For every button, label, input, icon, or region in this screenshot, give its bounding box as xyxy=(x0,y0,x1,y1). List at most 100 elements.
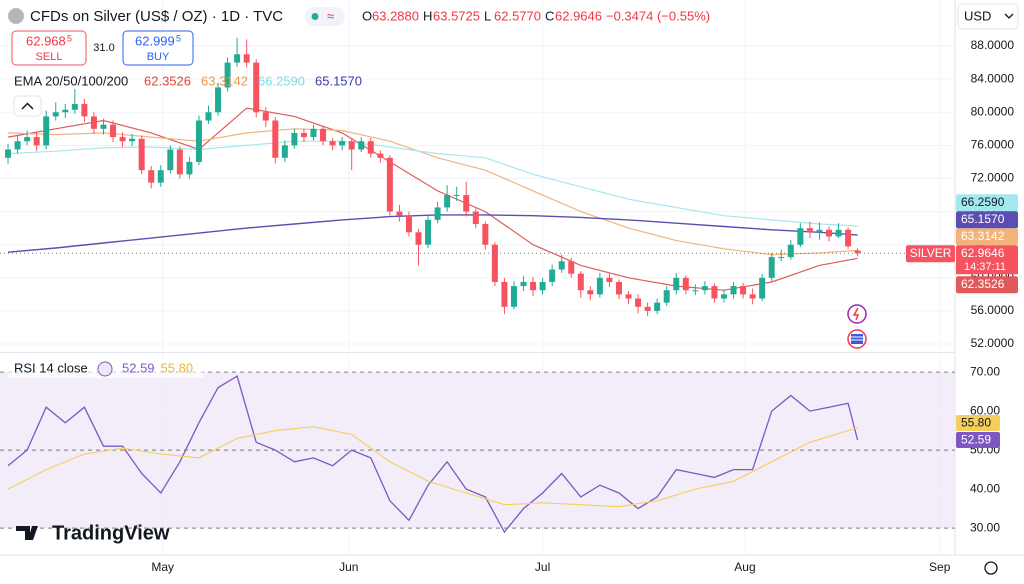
candle-body xyxy=(272,120,279,158)
x-tick-label: Jun xyxy=(339,560,358,574)
ema-badge-bg xyxy=(956,194,1018,212)
candle-body xyxy=(539,281,546,291)
logo-mark xyxy=(16,526,38,540)
candle-body xyxy=(253,62,260,113)
rsi-value: 55.80 xyxy=(161,360,194,375)
candle-body xyxy=(673,277,680,291)
ohlc-value: 63.2880 xyxy=(372,8,419,23)
status-pill xyxy=(305,7,345,26)
candle-body xyxy=(405,215,412,233)
candle-body xyxy=(663,290,670,303)
plot: 52.000056.000060.000064.000068.000072.00… xyxy=(0,0,1018,574)
event-icon[interactable] xyxy=(847,304,867,324)
rsi-line xyxy=(7,426,858,508)
ema-value: 62.3526 xyxy=(144,73,191,88)
ema-badge: 62.3526 xyxy=(956,276,1018,294)
close-badge-text: 62.9646 xyxy=(961,246,1005,260)
candle-body xyxy=(33,137,40,146)
candle-body xyxy=(463,195,470,212)
settings-icon[interactable] xyxy=(984,561,998,575)
candle-body xyxy=(14,141,21,150)
pane-separator xyxy=(0,352,955,353)
buy-label: BUY xyxy=(147,51,170,63)
candle-body xyxy=(749,294,756,299)
collapse-button[interactable] xyxy=(13,95,42,117)
candle-body xyxy=(558,261,565,270)
candle-body xyxy=(501,281,508,307)
candle-body xyxy=(845,229,852,247)
candle-body xyxy=(90,116,97,129)
buy-price: 62.999 xyxy=(135,33,175,48)
candle-body xyxy=(62,109,69,113)
candle-body xyxy=(644,306,651,311)
flag xyxy=(851,334,863,344)
candle-body xyxy=(5,149,12,158)
spread: 31.0 xyxy=(93,42,114,54)
y-tick-label: 88.0000 xyxy=(971,38,1015,52)
close-badge: 62.9646 xyxy=(956,245,1018,263)
ohlc-key: O xyxy=(362,8,372,23)
rsi-icon xyxy=(97,361,113,377)
candle-body xyxy=(806,228,813,233)
x-tick-label: May xyxy=(151,560,174,574)
candle-body xyxy=(339,141,346,146)
rsi-badge: 52.59 xyxy=(956,432,1000,449)
y-tick-label: 84.0000 xyxy=(971,71,1015,85)
candle-body xyxy=(825,229,832,237)
rsi-badge-bg xyxy=(956,432,1000,449)
sell-button[interactable] xyxy=(11,30,87,66)
candle-body xyxy=(720,294,727,299)
candle-body xyxy=(167,149,174,171)
candle-body xyxy=(281,145,288,158)
chart-title: CFDs on Silver (US$ / OZ) · 1D · TVC xyxy=(30,8,283,25)
candle-body xyxy=(482,224,489,245)
x-tick-label: Jul xyxy=(535,560,550,574)
rsi-tick-label: 70.00 xyxy=(970,364,1000,378)
buy-button[interactable] xyxy=(122,30,194,66)
ema-badge: 65.1570 xyxy=(956,211,1018,229)
candle-body xyxy=(205,112,212,121)
ohlc-value: 62.5770 xyxy=(494,8,541,23)
candle-body xyxy=(682,277,689,291)
rsi-title: RSI 14 close xyxy=(14,360,88,375)
candle-body xyxy=(224,62,231,88)
ohlc-key: C xyxy=(545,8,554,23)
candle-body xyxy=(816,229,823,233)
symbol-badge-text: SILVER xyxy=(910,246,952,260)
ohlc-value: 62.9646 xyxy=(555,8,602,23)
currency-button[interactable] xyxy=(957,3,1019,30)
candle-body xyxy=(348,141,355,150)
symbol-badge-bg xyxy=(906,245,955,263)
ohlc-legend: O 63.2880 H 63.5725 L 62.5770 C 62.9646 −0.3474 … xyxy=(362,8,710,23)
ohlc-key: L xyxy=(484,8,491,23)
candle-body xyxy=(740,286,747,295)
candle-body xyxy=(520,281,527,287)
y-tick-label: 72.0000 xyxy=(971,171,1015,185)
candle-body xyxy=(701,286,708,291)
sell-price: 62.968 xyxy=(26,33,66,48)
candle-body xyxy=(24,137,31,142)
rsi-badge: 55.80 xyxy=(956,415,1000,432)
status-dot xyxy=(311,13,319,20)
candle-body xyxy=(472,211,479,225)
sell-label: SELL xyxy=(36,51,63,63)
candle-body xyxy=(386,157,393,212)
candle-body xyxy=(100,124,107,129)
symbol-badge: SILVER xyxy=(906,245,955,263)
ema-legend: 62.3526 63.3142 66.2590 65.1570 xyxy=(144,73,362,88)
ema-value: 63.3142 xyxy=(201,73,248,88)
rsi-legend: 52.59 55.80 xyxy=(122,360,193,375)
ema-badge: 63.3142 xyxy=(956,228,1018,246)
y-tick-label: 52.0000 xyxy=(971,336,1015,350)
rsi-tick-label: 60.00 xyxy=(970,403,1000,417)
ema-badge-bg xyxy=(956,276,1018,294)
countdown-bg xyxy=(956,260,1018,275)
candle-body xyxy=(797,228,804,245)
flag-stripes xyxy=(851,336,863,341)
candle-body xyxy=(759,277,766,299)
ema-value: 65.1570 xyxy=(315,73,362,88)
ema-badge-text: 66.2590 xyxy=(961,195,1005,209)
status-icon: ≈ xyxy=(327,8,334,23)
